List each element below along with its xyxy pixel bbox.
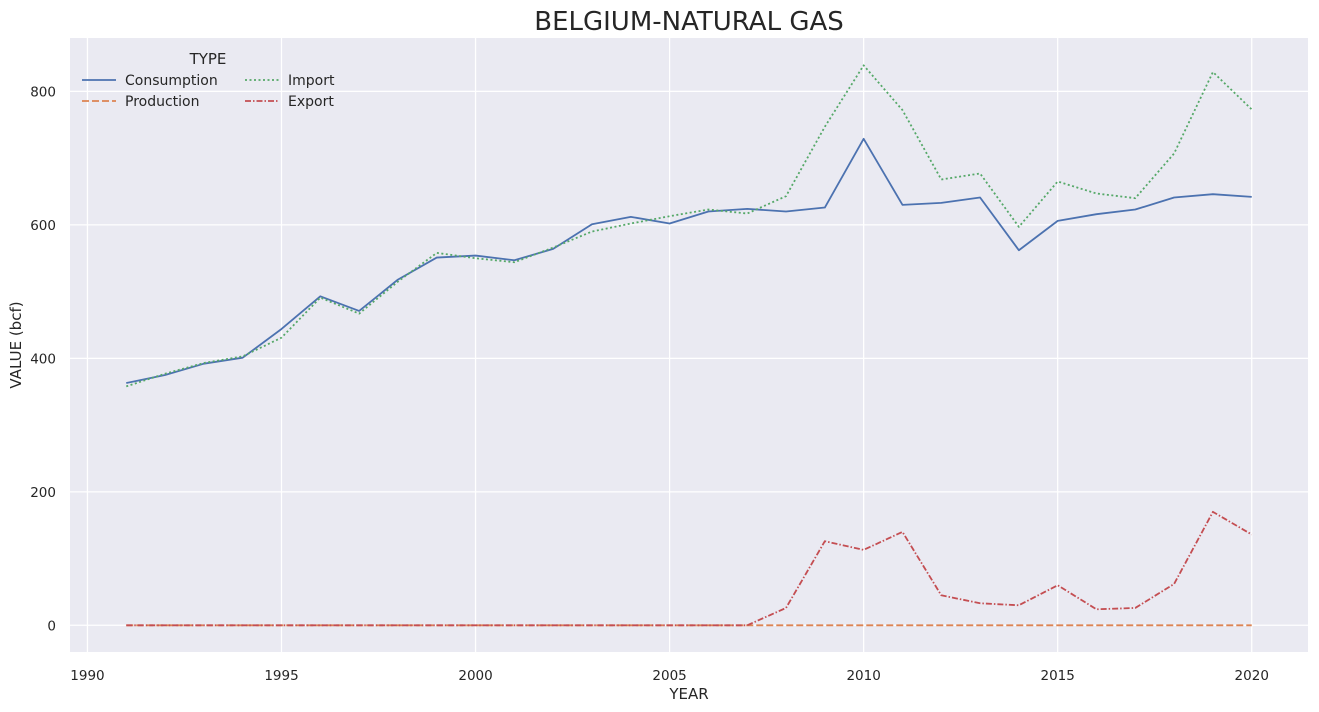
x-tick-label: 2010	[846, 668, 880, 684]
grid	[70, 38, 1308, 652]
x-axis-label: YEAR	[668, 685, 708, 703]
x-tick-label: 2020	[1235, 668, 1269, 684]
ticks: 1990 1995 2000 2005 2010 2015 2020 0 200 400 600 80…	[30, 84, 1269, 684]
plot-area	[70, 38, 1308, 652]
x-tick-label: 2015	[1041, 668, 1075, 684]
y-tick-label: 400	[30, 351, 56, 367]
series-line-export	[126, 510, 1253, 627]
legend: TYPE Consumption Production Import Export	[82, 50, 335, 110]
x-tick-label: 1995	[264, 668, 298, 684]
legend-title: TYPE	[189, 50, 227, 68]
y-tick-label: 800	[30, 84, 56, 100]
y-tick-label: 0	[47, 618, 56, 634]
y-axis-label: VALUE (bcf)	[7, 301, 25, 388]
y-tick-label: 200	[30, 485, 56, 501]
series-layer	[125, 64, 1253, 627]
y-tick-label: 600	[30, 218, 56, 234]
series-line-consumption	[126, 137, 1252, 384]
legend-label-export: Export	[288, 94, 334, 110]
x-tick-label: 2005	[652, 668, 686, 684]
chart-title: BELGIUM-NATURAL GAS	[534, 7, 844, 37]
legend-label-consumption: Consumption	[125, 73, 218, 89]
x-tick-label: 2000	[458, 668, 492, 684]
series-line-import	[125, 64, 1253, 388]
legend-label-import: Import	[288, 73, 335, 89]
legend-label-production: Production	[125, 94, 199, 110]
x-tick-label: 1990	[70, 668, 104, 684]
